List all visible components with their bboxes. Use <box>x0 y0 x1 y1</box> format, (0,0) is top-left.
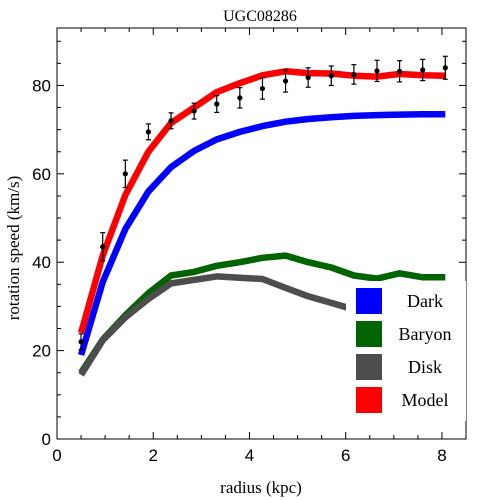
x-tick-label: 4 <box>245 446 254 465</box>
plot-series <box>77 68 446 377</box>
y-tick-label: 20 <box>32 342 51 361</box>
data-point <box>420 67 426 73</box>
legend: Dark Baryon Disk Model <box>346 281 466 421</box>
data-point <box>328 73 334 79</box>
legend-swatch-disk <box>356 354 382 380</box>
legend-label-dark: Dark <box>407 291 443 311</box>
legend-label-disk: Disk <box>408 357 442 377</box>
plot-frame <box>56 27 467 440</box>
y-tick-label: 80 <box>32 76 51 95</box>
x-tick-label: 0 <box>52 446 61 465</box>
y-tick-label: 0 <box>42 430 51 449</box>
legend-label-baryon: Baryon <box>399 324 452 344</box>
data-point <box>122 171 128 177</box>
y-tick-label: 40 <box>32 253 51 272</box>
x-tick-label: 8 <box>437 446 446 465</box>
data-point <box>145 129 152 135</box>
series-line-baryon <box>78 252 446 375</box>
data-point <box>305 74 311 81</box>
data-point <box>282 78 289 84</box>
data-point <box>100 244 106 250</box>
x-tick-label: 2 <box>149 446 158 465</box>
data-point <box>396 68 403 74</box>
data-point <box>214 101 220 107</box>
series-line-model <box>77 68 446 334</box>
data-point <box>442 65 448 71</box>
x-axis-label: radius (kpc) <box>220 478 302 497</box>
data-point <box>191 108 197 114</box>
data-point <box>168 118 174 124</box>
data-point <box>259 85 266 92</box>
legend-swatch-model <box>356 387 382 413</box>
legend-swatch-dark <box>356 288 382 314</box>
data-point <box>237 95 243 101</box>
x-tick-label: 6 <box>341 446 350 465</box>
chart-title: UGC08286 <box>223 8 297 25</box>
data-point <box>374 68 380 74</box>
y-tick-label: 60 <box>32 165 51 184</box>
data-point <box>78 339 84 345</box>
y-axis-label: rotation speed (km/s) <box>4 176 23 320</box>
legend-swatch-baryon <box>356 321 382 347</box>
legend-label-model: Model <box>402 390 449 410</box>
series-line-dark <box>77 110 446 356</box>
data-point <box>351 71 357 78</box>
observed-points <box>78 55 448 351</box>
